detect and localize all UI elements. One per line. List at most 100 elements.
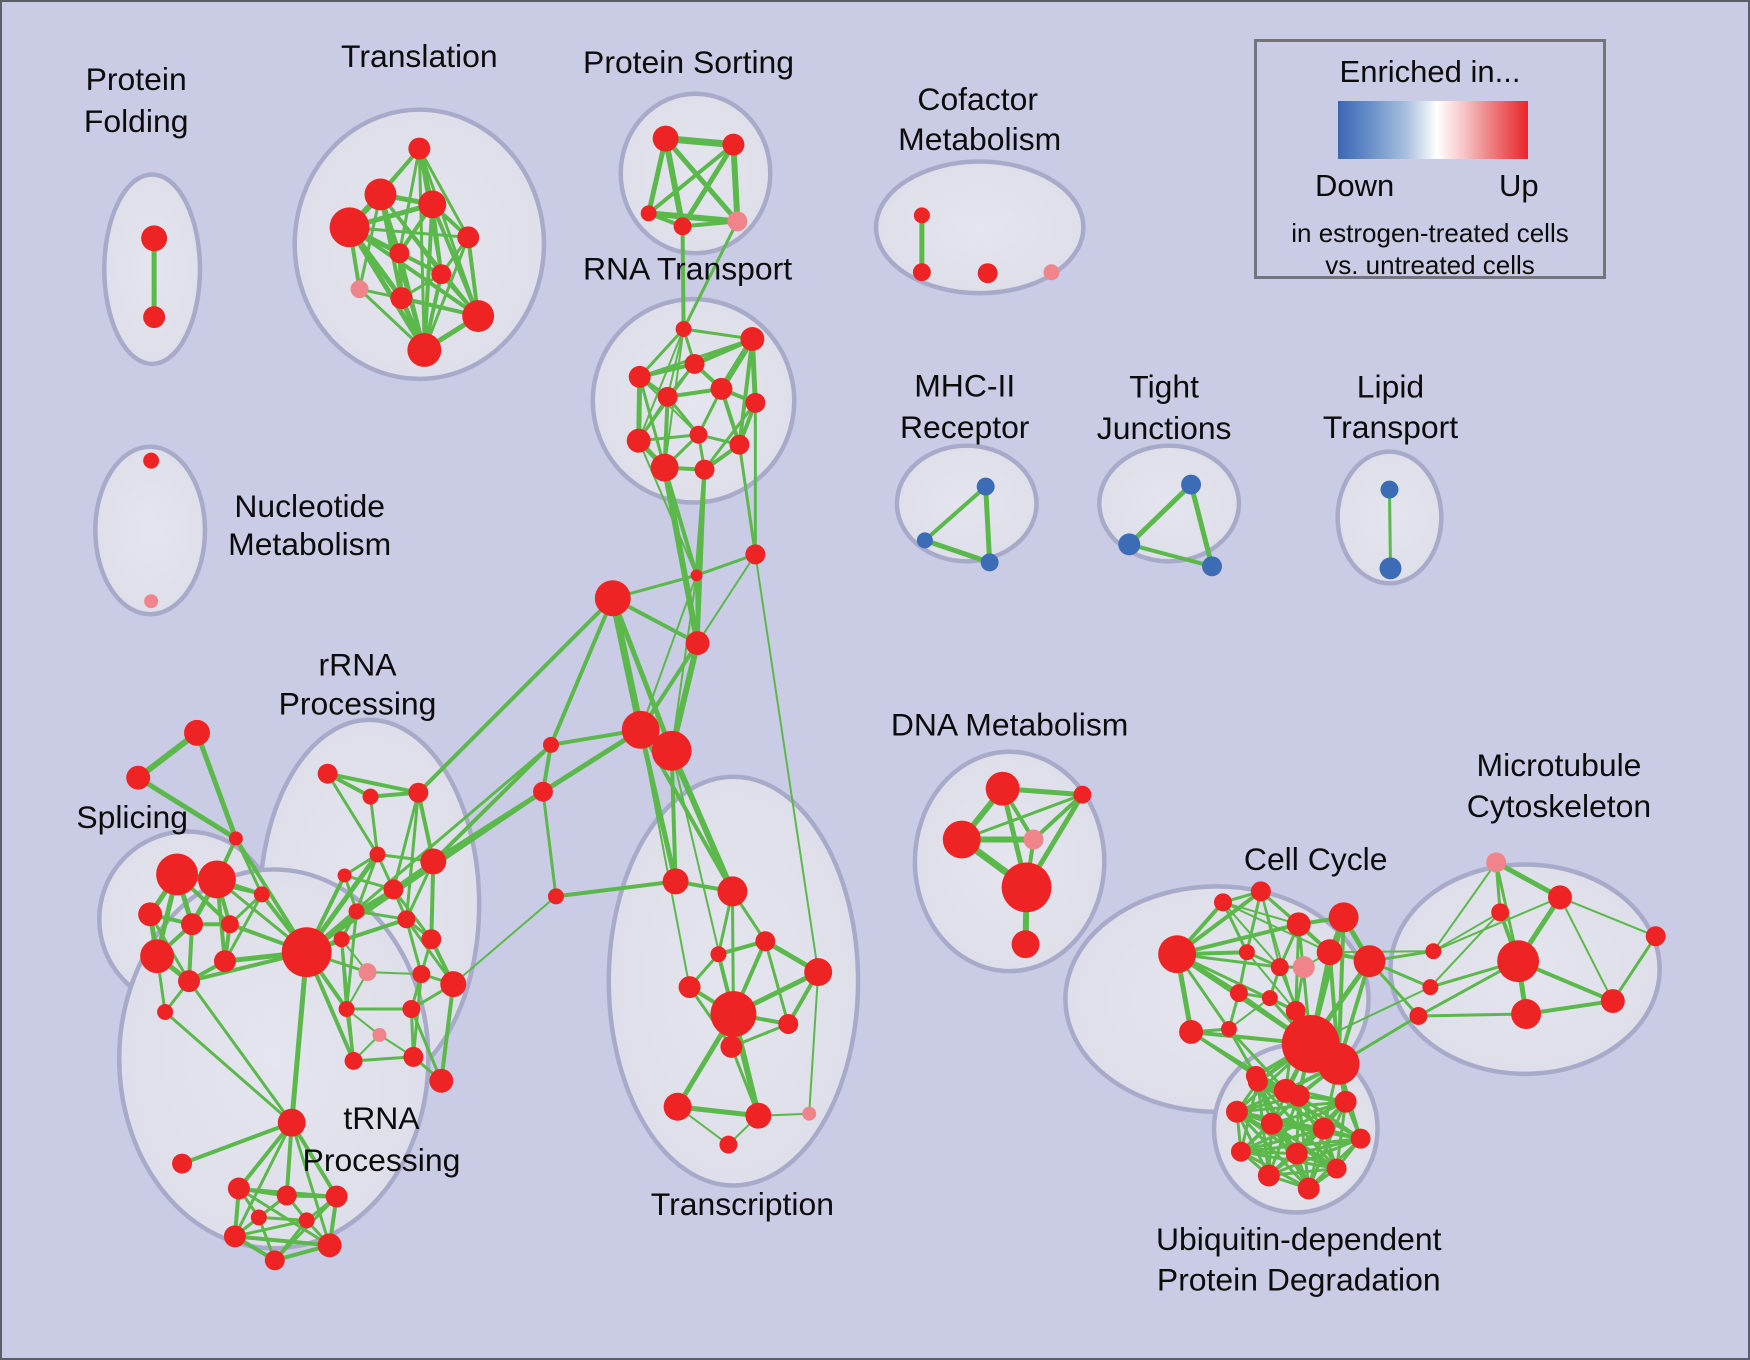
node-red [1261, 990, 1278, 1007]
edge [737, 443, 757, 556]
edge [368, 795, 379, 856]
edge [416, 596, 615, 795]
node-red [755, 931, 776, 952]
node-red [1491, 903, 1510, 922]
node-red [253, 886, 270, 903]
edge [1235, 1110, 1311, 1190]
node-red [985, 771, 1020, 806]
edge [730, 141, 741, 225]
edge [680, 224, 686, 332]
node-red [397, 910, 416, 929]
edge [983, 484, 993, 565]
cluster-lipid-transport-label: Transport [1323, 409, 1458, 445]
node-red [1158, 935, 1197, 974]
edge [1267, 1094, 1301, 1178]
edge [695, 467, 707, 646]
node-red [156, 853, 198, 896]
node-red [710, 377, 733, 400]
node-red [408, 782, 429, 803]
edge [754, 553, 820, 974]
edge [429, 859, 436, 942]
node-red [1317, 1042, 1360, 1085]
node-red [333, 931, 350, 948]
edge [610, 595, 675, 754]
edge [439, 982, 456, 1083]
node-red [745, 392, 766, 413]
node-red [657, 386, 678, 407]
node-red [1425, 943, 1442, 960]
cluster-protein-sorting-label: Protein Sorting [583, 44, 794, 80]
edge [1387, 488, 1392, 570]
edge [553, 879, 678, 899]
edge [763, 939, 790, 1026]
legend-up-label: Up [1499, 168, 1539, 203]
node-red [1285, 1001, 1306, 1021]
cluster-cell-cycle-label: Cell Cycle [1244, 841, 1388, 877]
cluster-microtubule-cytoskeleton-label: Microtubule [1477, 747, 1642, 783]
node-red [1328, 902, 1359, 933]
node-red [1350, 1128, 1371, 1149]
node-red [1285, 1142, 1308, 1165]
node-red [685, 631, 710, 656]
cluster-protein-folding-label: Protein [86, 61, 187, 97]
node-red [220, 915, 239, 934]
node-blue [980, 553, 999, 572]
node-pink [1023, 829, 1044, 850]
edge [638, 727, 679, 884]
edge [548, 596, 615, 747]
node-red [662, 868, 689, 895]
edge [663, 136, 740, 224]
edge [163, 1010, 294, 1125]
edge [1245, 951, 1297, 1013]
edge [1611, 934, 1658, 1003]
node-pink [372, 1027, 387, 1042]
node-red [678, 976, 701, 999]
node-red [431, 264, 452, 285]
edge [233, 1218, 309, 1238]
node-red [462, 300, 495, 333]
node-red [1600, 989, 1625, 1014]
node-red [1229, 984, 1248, 1003]
edge [1432, 911, 1502, 953]
node-red [690, 569, 703, 582]
edge [352, 1055, 415, 1063]
node-red [325, 1185, 348, 1208]
node-red [684, 353, 705, 374]
node-red [178, 970, 200, 993]
node-red [745, 544, 766, 565]
node-red [717, 876, 748, 907]
node-red [740, 327, 765, 351]
edge [1227, 1027, 1288, 1093]
node-red [197, 860, 236, 899]
node-red [675, 321, 692, 338]
node-red [1316, 939, 1343, 966]
cluster-tight-junctions-label: Junctions [1097, 410, 1232, 446]
node-red [710, 946, 727, 963]
node-red [621, 710, 660, 749]
edge [404, 917, 455, 986]
edge [347, 225, 481, 319]
node-red [250, 1209, 267, 1226]
node-red [694, 459, 715, 480]
node-red [1238, 944, 1255, 961]
node-red [317, 763, 338, 784]
edge [236, 1120, 294, 1191]
cluster-trna-processing-label: tRNA [343, 1100, 420, 1136]
edge [541, 790, 558, 898]
node-red [1225, 1100, 1248, 1123]
cluster-nucleotide-metabolism-label: Metabolism [228, 526, 391, 562]
node-red [722, 133, 745, 156]
edge [682, 219, 739, 331]
edge [232, 1234, 332, 1248]
edge [688, 985, 733, 1049]
node-red [626, 428, 651, 453]
cluster-translation-label: Translation [341, 38, 498, 74]
node-red [228, 831, 243, 846]
node-red [184, 719, 210, 746]
node-red [1297, 1177, 1320, 1200]
cluster-ubiquitin-degradation-label: Ubiquitin-dependent [1156, 1221, 1442, 1257]
node-red [412, 965, 431, 984]
node-red [1326, 1158, 1347, 1179]
cluster-lipid-transport-label: Lipid [1357, 368, 1424, 404]
node-pink [1486, 852, 1507, 873]
